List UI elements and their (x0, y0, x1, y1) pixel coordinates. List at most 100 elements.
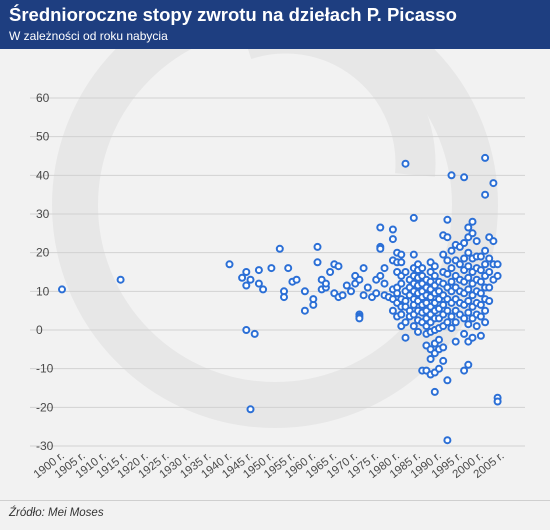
data-point (397, 310, 406, 319)
data-point (372, 289, 381, 298)
data-point (493, 397, 502, 406)
data-point (300, 287, 309, 296)
data-point (464, 320, 473, 329)
data-point (430, 387, 439, 396)
footer-divider (0, 500, 550, 501)
data-point (242, 281, 251, 290)
source-note: Źródło: Mei Moses (9, 507, 104, 519)
data-point (443, 256, 452, 265)
data-point (451, 337, 460, 346)
data-point (468, 217, 477, 226)
data-point (460, 239, 469, 247)
data-points (58, 153, 502, 445)
data-point (443, 233, 452, 242)
data-point (481, 318, 490, 327)
data-point (401, 159, 410, 168)
watermark-ring (52, 49, 498, 428)
data-point (418, 264, 427, 273)
data-point (246, 405, 255, 414)
data-point (443, 215, 452, 224)
data-point (460, 329, 469, 338)
data-point (347, 287, 355, 296)
data-point (447, 264, 456, 273)
data-point (443, 306, 452, 315)
data-point (397, 279, 406, 288)
data-point (489, 237, 498, 246)
watermark-arc (247, 49, 436, 177)
data-point (476, 312, 485, 321)
data-point (342, 281, 351, 290)
data-point (439, 343, 448, 352)
data-point (259, 285, 268, 294)
data-point (447, 324, 456, 333)
data-point (334, 262, 343, 271)
data-point (485, 283, 494, 292)
data-point (116, 275, 125, 284)
data-point (476, 252, 485, 261)
data-point (284, 264, 293, 273)
data-point (447, 277, 456, 286)
data-point (447, 171, 456, 180)
data-point (250, 329, 259, 338)
data-point (464, 285, 473, 294)
data-point (476, 277, 485, 286)
data-point (397, 250, 406, 259)
data-point (468, 229, 477, 238)
y-tick-label: -20 (36, 400, 54, 414)
data-point (380, 264, 389, 273)
data-point (280, 293, 288, 302)
y-tick-label: 30 (36, 207, 50, 221)
data-point (409, 213, 418, 222)
data-point (481, 246, 490, 255)
data-point (380, 279, 389, 288)
y-tick-label: 50 (36, 130, 50, 144)
data-point (439, 300, 448, 309)
y-tick-label: 60 (36, 91, 50, 105)
data-point (460, 173, 469, 182)
data-point (426, 355, 435, 363)
data-point (439, 356, 448, 365)
scatter-chart: 60 50 40 30 20 10 0 -10 -20 -30 1900 r.1905 r.191… (30, 49, 525, 481)
data-point (242, 268, 251, 276)
data-point (451, 318, 460, 327)
data-point (460, 314, 469, 323)
data-point (355, 314, 364, 323)
data-point (464, 262, 473, 271)
data-point (464, 308, 473, 317)
y-tick-label: 10 (36, 284, 50, 298)
data-point (481, 306, 490, 315)
data-point (464, 248, 473, 257)
data-point (439, 250, 448, 259)
data-point (275, 244, 284, 253)
data-point (225, 260, 234, 269)
data-point (460, 254, 469, 263)
data-point (435, 364, 443, 373)
data-point (447, 246, 456, 255)
data-point (359, 291, 368, 300)
data-point (435, 335, 443, 344)
data-point (321, 279, 330, 288)
y-tick-label: -10 (36, 362, 54, 376)
data-point (254, 279, 263, 288)
grid-lines (30, 97, 525, 447)
data-point (401, 333, 410, 342)
data-point (397, 258, 406, 267)
data-point (472, 237, 481, 246)
y-tick-label: 0 (36, 323, 43, 337)
data-point (455, 260, 464, 269)
data-point (363, 283, 372, 292)
data-point (476, 289, 485, 298)
data-point (376, 271, 385, 280)
y-tick-label: 40 (36, 168, 50, 182)
data-point (443, 436, 452, 445)
data-point (292, 275, 301, 284)
data-point (464, 273, 473, 282)
data-point (472, 322, 481, 331)
data-point (493, 271, 502, 280)
data-point (376, 244, 385, 253)
data-point (267, 264, 276, 273)
data-point (388, 225, 397, 234)
watermark-logo (52, 49, 498, 428)
data-point (414, 327, 422, 336)
data-point (447, 312, 456, 321)
